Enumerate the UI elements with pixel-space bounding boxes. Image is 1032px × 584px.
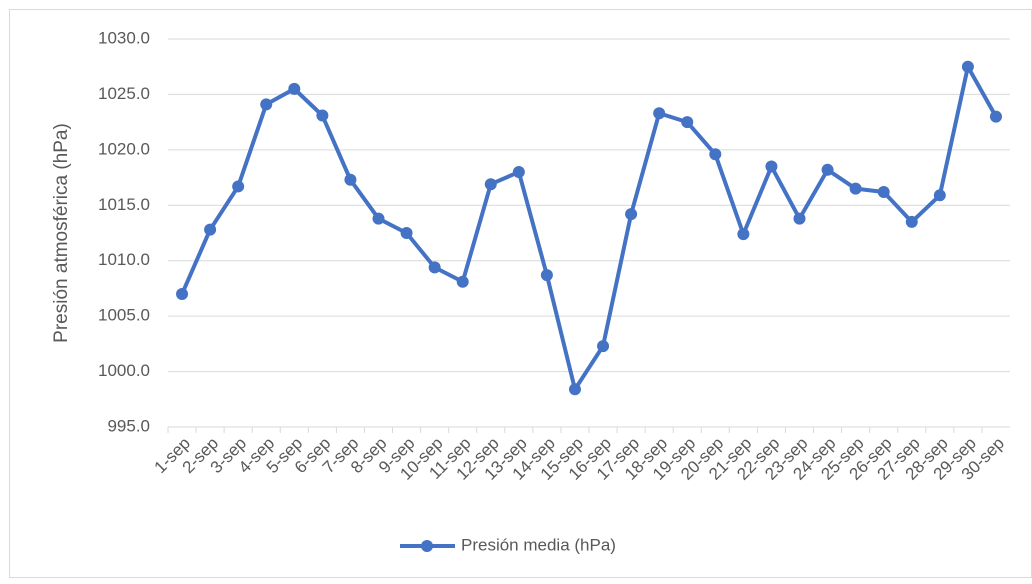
data-point xyxy=(709,148,722,161)
data-point xyxy=(765,160,778,173)
data-point xyxy=(989,110,1002,123)
data-point xyxy=(681,116,694,129)
data-point xyxy=(849,182,862,195)
data-point xyxy=(653,107,666,120)
y-tick-label: 995.0 xyxy=(107,416,150,435)
y-tick-label: 1015.0 xyxy=(98,195,150,214)
y-tick-label: 1010.0 xyxy=(98,250,150,269)
data-point xyxy=(316,109,329,122)
legend-marker xyxy=(421,540,433,552)
data-point xyxy=(288,82,301,95)
data-point xyxy=(877,185,890,198)
data-point xyxy=(793,212,806,225)
data-point xyxy=(568,383,581,396)
y-tick-label: 1005.0 xyxy=(98,306,150,325)
data-point xyxy=(260,98,273,111)
data-point xyxy=(176,287,189,300)
y-axis-label: Presión atmosférica (hPa) xyxy=(51,123,72,343)
data-point xyxy=(344,173,357,186)
y-tick-label: 1000.0 xyxy=(98,361,150,380)
y-tick-label: 1030.0 xyxy=(98,28,150,47)
data-point xyxy=(540,269,553,282)
data-point xyxy=(372,212,385,225)
data-point xyxy=(456,275,469,288)
data-point xyxy=(625,208,638,221)
data-point xyxy=(428,261,441,274)
data-point xyxy=(597,340,610,353)
y-tick-label: 1025.0 xyxy=(98,84,150,103)
data-point xyxy=(232,180,245,193)
legend-label: Presión media (hPa) xyxy=(461,535,616,554)
data-point xyxy=(961,60,974,73)
data-point xyxy=(204,223,217,236)
data-point xyxy=(737,228,750,241)
y-tick-label: 1020.0 xyxy=(98,139,150,158)
data-point xyxy=(512,166,525,179)
data-point xyxy=(933,189,946,202)
data-point xyxy=(905,215,918,228)
data-point xyxy=(484,178,497,191)
data-point xyxy=(400,227,413,239)
data-point xyxy=(821,163,834,176)
